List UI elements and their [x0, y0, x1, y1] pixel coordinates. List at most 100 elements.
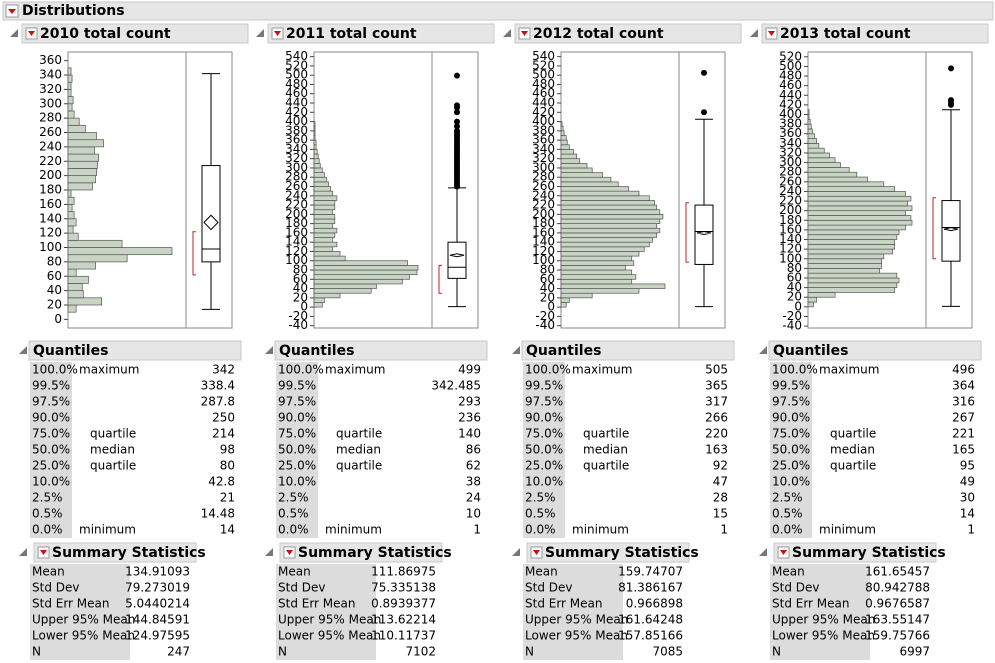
- histogram-bar: [807, 181, 885, 187]
- disclosure-icon[interactable]: [512, 346, 520, 354]
- histogram-bar: [560, 130, 565, 136]
- histogram-bar: [67, 132, 97, 141]
- histogram-bar: [560, 269, 633, 276]
- quantile-value: 287.8: [201, 395, 235, 409]
- quantile-pct: 10.0%: [32, 475, 70, 489]
- quantile-pct: 2.5%: [525, 491, 556, 505]
- y-tick-label: 160: [779, 222, 802, 236]
- quantile-value: 365: [705, 379, 728, 393]
- panel-title: 2012 total count: [533, 26, 664, 42]
- histogram-bar: [560, 274, 637, 280]
- y-tick-label: 300: [532, 160, 555, 174]
- disclosure-icon[interactable]: [19, 548, 27, 556]
- section-title: Quantiles: [33, 343, 108, 359]
- summary-value: 113.62214: [371, 613, 436, 627]
- y-tick-label: 60: [540, 272, 555, 286]
- disclosure-icon[interactable]: [10, 29, 18, 37]
- summary-label: Std Err Mean: [32, 597, 110, 611]
- histogram-bar: [313, 172, 325, 178]
- y-tick-label: 260: [532, 179, 555, 193]
- menu-triangle: [8, 9, 16, 14]
- summary-label: Std Dev: [525, 581, 572, 595]
- histogram-bar: [560, 223, 658, 229]
- y-tick-label: 200: [285, 207, 308, 221]
- quantile-value: 38: [466, 475, 481, 489]
- disclosure-icon[interactable]: [759, 548, 767, 556]
- quantile-pct: 97.5%: [278, 395, 316, 409]
- panel-title: 2011 total count: [286, 26, 417, 42]
- histogram-bar: [560, 162, 588, 169]
- histogram-bar: [807, 219, 913, 226]
- histogram-bar: [807, 210, 906, 216]
- histogram-bar: [67, 175, 96, 184]
- summary-value: 157.85166: [618, 629, 683, 643]
- window-title: Distributions: [22, 3, 125, 19]
- disclosure-icon[interactable]: [265, 346, 273, 354]
- disclosure-icon[interactable]: [512, 548, 520, 556]
- histogram-bar: [67, 189, 72, 198]
- panel-header: [21, 23, 249, 44]
- section-header: [768, 340, 982, 361]
- table-column-shade: [276, 564, 376, 660]
- outlier: [454, 118, 460, 125]
- histogram-bar: [807, 195, 912, 202]
- histogram-bar: [313, 246, 334, 252]
- outlier: [454, 102, 460, 109]
- y-tick-label: -20: [782, 309, 802, 323]
- quantile-value: 49: [960, 475, 975, 489]
- outlier: [948, 65, 954, 72]
- menu-triangle: [768, 31, 775, 36]
- quantile-value: 342: [212, 363, 235, 377]
- y-tick-label: 280: [779, 165, 802, 179]
- histogram-bar: [67, 139, 105, 148]
- summary-label: Upper 95% Mean: [772, 613, 875, 627]
- summary-value: 0.8939377: [371, 597, 436, 611]
- y-tick-label: 400: [285, 114, 308, 128]
- y-tick-label: 0: [300, 300, 308, 314]
- histogram-bar: [560, 278, 633, 285]
- summary-value: 161.65457: [865, 565, 930, 579]
- quantile-value: 236: [458, 411, 481, 425]
- histogram-bar: [807, 200, 909, 207]
- disclosure-icon[interactable]: [759, 346, 767, 354]
- y-tick-label: 420: [779, 97, 802, 111]
- histogram-bar: [67, 81, 72, 90]
- summary-label: Std Dev: [772, 581, 819, 595]
- quantile-value: 21: [220, 491, 235, 505]
- quantile-pct: 0.0%: [278, 523, 309, 537]
- disclosure-icon[interactable]: [19, 346, 27, 354]
- disclosure-icon[interactable]: [256, 29, 264, 37]
- quantile-label: maximum: [325, 363, 385, 377]
- histogram-bar: [67, 168, 97, 176]
- quantile-value: 47: [713, 475, 728, 489]
- quantile-value: 220: [705, 427, 728, 441]
- quantile-value: 317: [705, 395, 728, 409]
- histogram-bar: [560, 283, 666, 289]
- y-tick-label: 440: [532, 96, 555, 110]
- histogram-bar: [807, 118, 811, 125]
- disclosure-icon[interactable]: [503, 29, 511, 37]
- menu-triangle: [286, 550, 293, 555]
- quantile-pct: 99.5%: [772, 379, 810, 393]
- disclosure-icon[interactable]: [750, 29, 758, 37]
- disclosure-icon[interactable]: [265, 548, 273, 556]
- histogram-bar: [560, 186, 629, 192]
- histogram-bar: [313, 278, 403, 285]
- histogram-bar: [560, 167, 593, 173]
- histogram-bar: [807, 157, 836, 163]
- histogram-bar: [313, 283, 377, 289]
- summary-value: 124.97595: [125, 629, 190, 643]
- menu-triangle: [521, 31, 528, 36]
- quantile-label: quartile: [830, 427, 876, 441]
- quantile-value: 98: [220, 443, 235, 457]
- quantile-value: 42.8: [208, 475, 235, 489]
- histogram-bar: [560, 195, 650, 201]
- section-header: [773, 542, 937, 563]
- histogram-bar: [313, 135, 316, 141]
- histogram-bar: [313, 162, 321, 169]
- y-tick-label: -40: [782, 319, 802, 333]
- y-tick-label: 100: [532, 253, 555, 267]
- histogram-bar: [313, 209, 334, 215]
- quantile-value: 10: [466, 507, 481, 521]
- y-tick-label: 120: [39, 226, 62, 240]
